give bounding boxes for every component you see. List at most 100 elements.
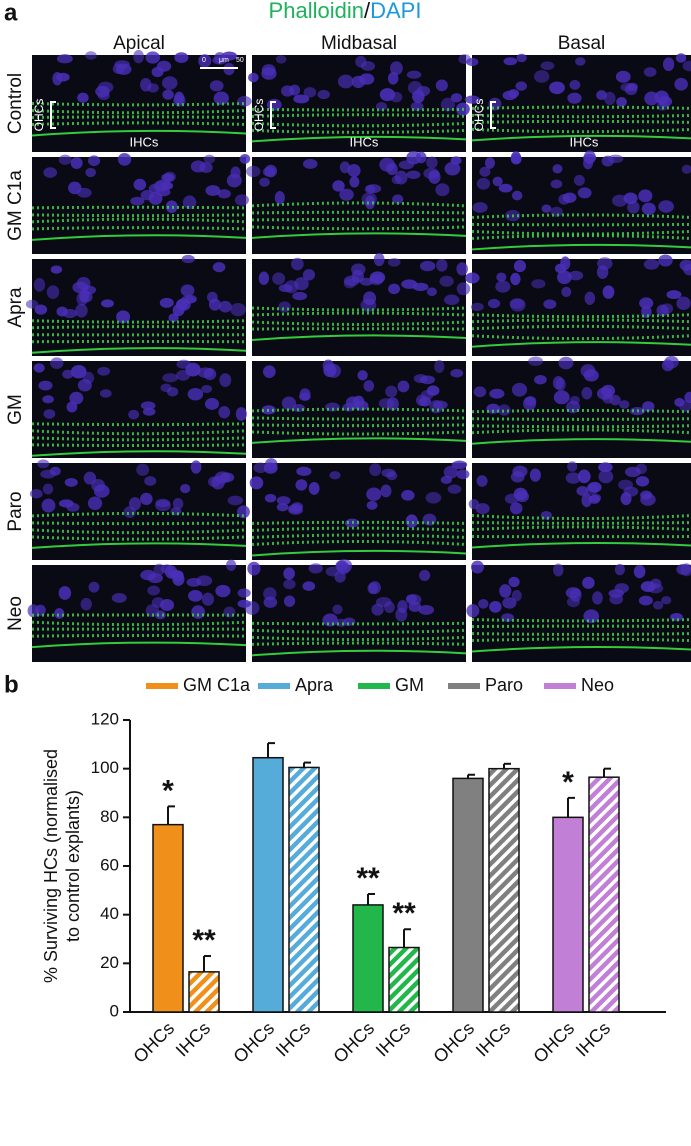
nucleus [302, 158, 318, 169]
nucleus [479, 166, 491, 177]
nucleus [639, 297, 654, 309]
nucleus [576, 486, 589, 496]
ohc-label: OHCs [32, 99, 46, 132]
nucleus [42, 483, 54, 495]
nucleus [303, 87, 317, 98]
nucleus [487, 298, 501, 309]
nucleus [50, 265, 63, 274]
nucleus [439, 275, 454, 287]
nucleus [658, 200, 674, 213]
hair-cell-row [251, 121, 467, 128]
nucleus [145, 51, 161, 64]
nucleus [293, 94, 310, 104]
nucleus [34, 304, 48, 315]
hair-cell-row [471, 417, 691, 421]
nucleus [349, 176, 360, 188]
nucleus [498, 404, 511, 416]
nucleus [245, 165, 261, 178]
nucleus [550, 179, 563, 189]
nucleus [182, 195, 197, 210]
x-tick-label: OHCs [429, 1018, 478, 1067]
nucleus [499, 584, 512, 598]
nucleus [142, 407, 156, 416]
nucleus [395, 607, 408, 622]
x-tick-label: IHCs [472, 1018, 514, 1060]
nucleus [464, 95, 480, 104]
nucleus [426, 287, 437, 297]
nucleus [70, 365, 87, 379]
nucleus [355, 55, 367, 68]
y-tick-label: 60 [100, 855, 119, 874]
nucleus [88, 581, 100, 593]
nucleus [436, 258, 448, 272]
nucleus [511, 590, 522, 602]
micrograph [244, 558, 467, 662]
nucleus [565, 472, 581, 484]
title-part: DAPI [370, 0, 421, 23]
nucleus [223, 62, 235, 76]
hair-cell-row [31, 429, 247, 436]
x-tick-label: OHCs [129, 1018, 178, 1067]
y-tick-label: 80 [100, 807, 119, 826]
nucleus [475, 503, 490, 515]
nucleus [609, 593, 624, 605]
inner-row [251, 549, 467, 557]
micrograph [25, 254, 247, 356]
micrograph [466, 560, 691, 662]
nucleus [533, 70, 550, 83]
nucleus [263, 587, 277, 601]
nucleus [156, 188, 171, 197]
hair-cell-row [251, 533, 467, 539]
nucleus [75, 303, 88, 318]
nucleus [225, 559, 237, 571]
nucleus [67, 181, 82, 195]
nucleus [249, 476, 264, 490]
nucleus [219, 373, 232, 388]
nucleus [582, 576, 595, 589]
panel-title: Phalloidin/DAPI [269, 0, 422, 23]
nucleus [332, 180, 345, 192]
nucleus [666, 290, 682, 300]
nucleus [426, 156, 438, 169]
nucleus [444, 161, 461, 176]
nucleus [247, 561, 261, 576]
nucleus [140, 401, 156, 410]
nucleus [280, 85, 295, 97]
bar [252, 756, 284, 1013]
nucleus [180, 483, 191, 494]
nucleus [451, 460, 468, 470]
nucleus [97, 81, 114, 93]
hair-cell-row [251, 128, 467, 134]
nucleus [498, 183, 513, 193]
nucleus [234, 194, 249, 206]
nucleus [652, 600, 664, 610]
nucleus [190, 460, 202, 474]
nucleus [502, 597, 517, 609]
nucleus [359, 73, 375, 85]
y-tick-label: 40 [100, 904, 119, 923]
nucleus [552, 164, 563, 174]
nucleus [203, 367, 217, 381]
nucleus [188, 590, 203, 602]
inner-row [251, 437, 467, 444]
hair-cell-row [251, 201, 467, 208]
nucleus [52, 71, 63, 86]
nucleus [468, 498, 480, 510]
hair-cell-row [471, 618, 691, 623]
x-tick-label: IHCs [372, 1018, 414, 1060]
nucleus [391, 175, 402, 185]
panel-label: a [4, 0, 18, 26]
nucleus [513, 260, 526, 273]
legend-label: Paro [485, 675, 523, 695]
micrograph [31, 49, 252, 152]
nucleus [153, 563, 165, 576]
title-part: Phalloidin [269, 0, 364, 23]
hair-cell-row [251, 320, 467, 326]
hair-cell-row [251, 526, 467, 532]
nucleus [363, 380, 375, 392]
nucleus [296, 466, 312, 477]
nucleus [147, 83, 159, 93]
nucleus [428, 170, 441, 184]
nucleus [33, 363, 45, 373]
nucleus [450, 93, 463, 103]
